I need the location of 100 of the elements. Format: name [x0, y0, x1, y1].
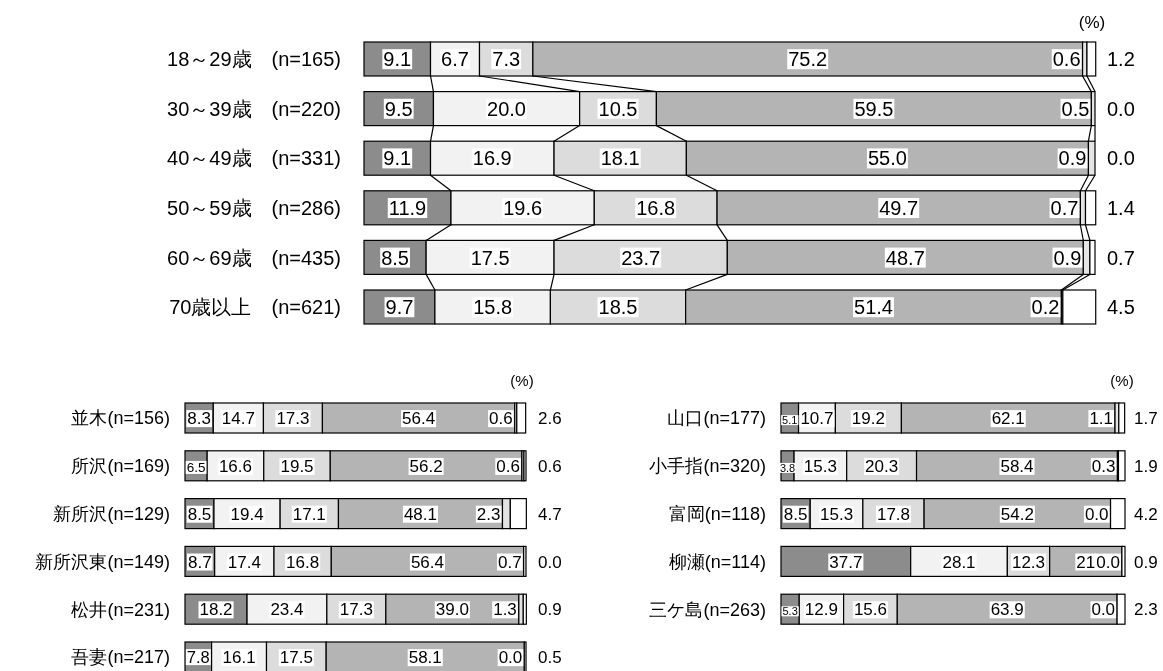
data-label: 37.7 — [829, 552, 863, 572]
data-label: 8.3 — [187, 409, 211, 429]
data-label: 0.9 — [1053, 246, 1082, 269]
data-label: 15.3 — [803, 456, 837, 476]
text: (%) — [510, 372, 534, 389]
data-label: 0.5 — [538, 648, 562, 668]
data-label: 19.5 — [280, 456, 314, 476]
y-tick-label: 松井(n=231) — [71, 599, 170, 620]
data-label: 18.5 — [598, 296, 638, 319]
data-label: 8.7 — [188, 552, 212, 572]
data-label: 0.5 — [1061, 97, 1090, 120]
data-label: 56.4 — [410, 552, 444, 572]
data-label: 17.5 — [279, 648, 313, 668]
data-label: 5.1 — [782, 414, 798, 427]
data-label: 4.7 — [538, 504, 562, 524]
data-label: 59.5 — [854, 97, 894, 120]
data-label: 39.0 — [435, 600, 469, 620]
y-tick-label: 40～49歳 (n=331) — [167, 147, 341, 170]
data-label: 1.2 — [1107, 48, 1135, 71]
data-label: 62.1 — [991, 409, 1025, 429]
data-label: 12.9 — [804, 600, 838, 620]
y-tick-label: 柳瀬(n=114) — [668, 551, 766, 572]
data-label: 54.2 — [1000, 504, 1034, 524]
data-label: 17.3 — [276, 409, 310, 429]
data-label: 15.3 — [820, 504, 854, 524]
data-label: 0.6 — [489, 409, 513, 429]
y-tick-label: 富岡(n=118) — [668, 504, 766, 525]
data-label: 0.6 — [1052, 48, 1081, 71]
data-label: 0.0 — [498, 648, 523, 668]
data-label: 0.6 — [496, 456, 520, 476]
data-label: 0.9 — [1058, 147, 1087, 170]
data-label: 16.9 — [472, 147, 512, 170]
y-tick-label: 60～69歳 (n=435) — [167, 246, 341, 269]
data-label: 4.2 — [1134, 504, 1158, 524]
data-label: 1.9 — [1134, 456, 1158, 476]
data-label: 17.4 — [227, 552, 261, 572]
y-tick-label: 30～39歳 (n=220) — [167, 97, 341, 120]
data-label: 19.2 — [851, 409, 885, 429]
data-label: 21 — [1076, 552, 1096, 572]
data-label: 1.4 — [1107, 197, 1135, 219]
data-label: 28.1 — [942, 552, 976, 572]
data-label: 0.7 — [1107, 246, 1135, 269]
data-label: 19.6 — [503, 197, 543, 219]
data-label: 0.9 — [1134, 552, 1158, 572]
data-label: 7.3 — [492, 48, 521, 71]
data-label: 18.1 — [600, 147, 640, 170]
y-tick-label: 18～29歳 (n=165) — [167, 48, 341, 71]
y-tick-label: 70歳以上 (n=621) — [169, 296, 341, 319]
data-label: 56.4 — [402, 409, 436, 429]
data-label: 10.5 — [598, 97, 638, 120]
data-label: 75.2 — [788, 48, 828, 71]
data-label: 0.0 — [1084, 504, 1109, 524]
data-label: 0.7 — [1050, 197, 1079, 219]
data-label: 58.4 — [1000, 456, 1034, 476]
data-label: 0.0 — [1107, 147, 1135, 170]
data-label: 11.9 — [388, 197, 427, 219]
data-label: 0.0 — [1096, 552, 1120, 572]
data-label: 4.5 — [1107, 296, 1135, 319]
data-label: 56.2 — [409, 456, 443, 476]
data-label: 9.5 — [384, 97, 413, 120]
data-label: 9.1 — [383, 48, 412, 71]
data-label: 63.9 — [990, 600, 1024, 620]
data-label: 14.7 — [221, 409, 255, 429]
data-label: 18.2 — [199, 600, 233, 620]
data-label: 17.1 — [292, 504, 326, 524]
data-label: 20.0 — [487, 97, 527, 120]
data-label: 20.3 — [865, 456, 899, 476]
data-label: 6.5 — [186, 459, 206, 475]
y-tick-label: 山口(n=177) — [667, 408, 766, 429]
y-tick-label: 小手指(n=320) — [649, 456, 766, 477]
data-label: 9.7 — [385, 296, 414, 319]
data-label: 55.0 — [867, 147, 907, 170]
y-tick-label: 所沢(n=169) — [71, 456, 170, 477]
text: (%) — [1110, 372, 1134, 389]
data-label: 1.1 — [1089, 409, 1114, 429]
data-label: 16.8 — [636, 197, 676, 219]
data-label: 6.7 — [441, 48, 469, 71]
data-label: 1.7 — [1134, 409, 1158, 429]
data-label: 17.5 — [470, 246, 510, 269]
data-label: 51.4 — [854, 296, 893, 319]
data-label: 0.3 — [1091, 456, 1116, 476]
data-label: 58.1 — [408, 648, 442, 668]
data-label: 0.7 — [497, 552, 522, 572]
text: (%) — [1078, 13, 1106, 32]
data-label: 2.3 — [476, 504, 501, 524]
data-label: 0.0 — [1107, 97, 1135, 120]
data-label: 48.7 — [885, 246, 925, 269]
data-label: 8.5 — [783, 504, 808, 524]
data-label: 17.8 — [876, 504, 911, 524]
data-label: 12.3 — [1011, 552, 1046, 572]
data-label: 0.6 — [538, 456, 562, 476]
data-label: 23.7 — [621, 246, 661, 269]
data-label: 48.1 — [403, 504, 438, 524]
data-label: 15.8 — [473, 296, 513, 319]
data-label: 8.5 — [187, 504, 212, 524]
data-label: 16.6 — [218, 456, 253, 476]
y-tick-label: 三ケ島(n=263) — [649, 599, 766, 620]
data-label: 0.0 — [1091, 600, 1116, 620]
data-label: 0.9 — [538, 600, 562, 620]
data-label: 5.3 — [782, 605, 798, 618]
